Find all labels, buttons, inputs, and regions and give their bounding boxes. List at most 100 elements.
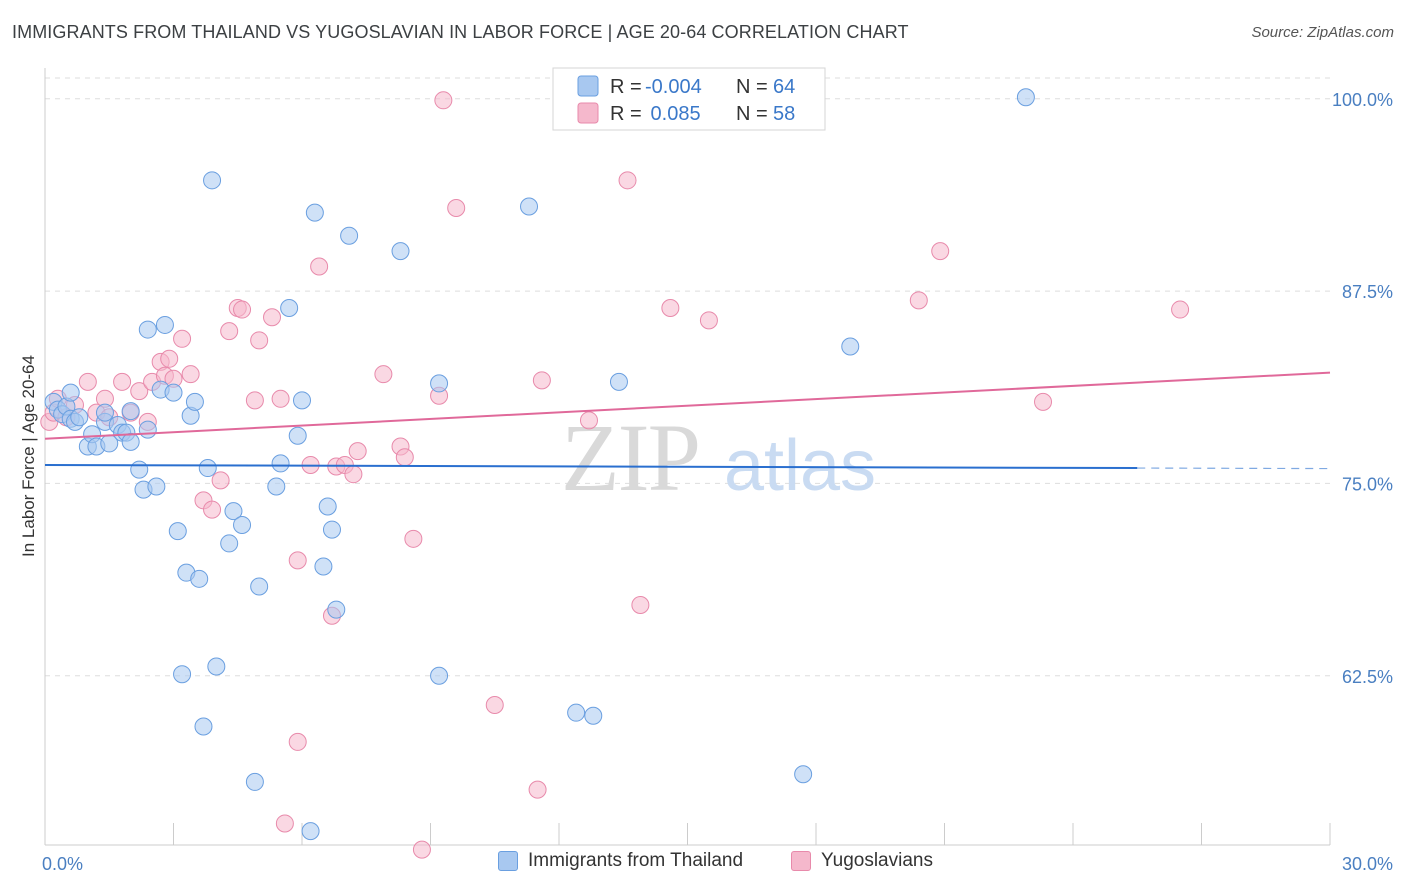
bottom-legend-label-thailand: Immigrants from Thailand (528, 850, 744, 871)
point-thailand (130, 460, 149, 479)
point-yugoslavian (699, 311, 718, 330)
point-yugoslavian (78, 372, 97, 391)
point-thailand (185, 392, 204, 411)
point-thailand (173, 665, 192, 684)
point-yugoslavian (412, 840, 431, 859)
point-thailand (271, 454, 290, 473)
y-tick-label: 62.5% (1342, 667, 1393, 687)
data-points (40, 88, 1190, 859)
legend-r-label-thailand: R = (610, 76, 642, 98)
point-thailand (198, 459, 217, 478)
point-thailand (305, 203, 324, 222)
point-thailand (70, 408, 89, 427)
legend-r-value-yugoslavians: 0.085 (645, 103, 701, 125)
point-thailand (220, 534, 239, 553)
point-yugoslavian (528, 780, 547, 799)
point-yugoslavian (395, 448, 414, 467)
point-thailand (609, 372, 628, 391)
point-thailand (155, 315, 174, 334)
point-thailand (267, 477, 286, 496)
point-thailand (301, 822, 320, 841)
point-thailand (327, 600, 346, 619)
bottom-legend-item-yugoslavians: Yugoslavians (791, 850, 933, 872)
point-thailand (147, 477, 166, 496)
point-thailand (318, 497, 337, 516)
bottom-legend-swatch-thailand (498, 851, 518, 871)
point-yugoslavian (263, 308, 282, 327)
point-yugoslavian (532, 371, 551, 390)
point-yugoslavian (310, 257, 329, 276)
legend-n-label-thailand: N = (736, 76, 768, 98)
point-yugoslavian (661, 299, 680, 318)
point-yugoslavian (130, 382, 149, 401)
point-thailand (138, 420, 157, 439)
point-thailand (314, 557, 333, 576)
point-thailand (138, 320, 157, 339)
point-yugoslavian (485, 695, 504, 714)
point-thailand (61, 383, 80, 402)
trend-line-yugoslavians (44, 371, 1331, 440)
point-thailand (1016, 88, 1035, 107)
point-yugoslavian (173, 329, 192, 348)
point-yugoslavian (275, 814, 294, 833)
point-thailand (194, 717, 213, 736)
trend-line-thailand (44, 463, 1138, 470)
point-thailand (233, 515, 252, 534)
watermark: ZIP atlas (561, 404, 876, 511)
bottom-legend-label-yugoslavians: Yugoslavians (821, 850, 933, 871)
point-thailand (250, 577, 269, 596)
trend-lines (44, 371, 1331, 470)
point-thailand (567, 703, 586, 722)
legend-r-value-thailand: -0.004 (645, 76, 702, 98)
point-yugoslavian (631, 595, 650, 614)
legend-n-label-yugoslavians: N = (736, 103, 768, 125)
point-thailand (794, 765, 813, 784)
point-yugoslavian (374, 365, 393, 384)
y-tick-labels: 100.0% 87.5% 75.0% 62.5% (1332, 90, 1393, 687)
point-yugoslavian (404, 529, 423, 548)
source-credit: Source: ZipAtlas.com (1251, 24, 1394, 41)
legend-swatch-thailand (577, 75, 599, 97)
point-thailand (340, 226, 359, 245)
point-thailand (121, 402, 140, 421)
point-thailand (245, 772, 264, 791)
y-tick-label: 100.0% (1332, 90, 1393, 110)
x-tick-label: 0.0% (42, 854, 83, 874)
point-thailand (430, 666, 449, 685)
point-yugoslavian (160, 349, 179, 368)
point-thailand (430, 374, 449, 393)
bottom-legend: Immigrants from Thailand Yugoslavians (0, 850, 1406, 880)
point-yugoslavian (245, 391, 264, 410)
point-thailand (288, 426, 307, 445)
point-yugoslavian (113, 372, 132, 391)
point-yugoslavian (1034, 392, 1053, 411)
axes (44, 68, 1331, 846)
point-thailand (203, 171, 222, 190)
point-yugoslavian (181, 365, 200, 384)
point-yugoslavian (618, 171, 637, 190)
point-thailand (168, 522, 187, 541)
point-thailand (293, 391, 311, 410)
legend-n-value-yugoslavians: 58 (773, 103, 795, 125)
point-thailand (164, 383, 183, 402)
legend-n-value-thailand: 64 (773, 76, 795, 98)
point-thailand (520, 197, 539, 216)
point-thailand (322, 520, 341, 539)
point-thailand (841, 337, 860, 356)
point-yugoslavian (288, 732, 307, 751)
point-yugoslavian (344, 465, 363, 484)
y-tick-label: 87.5% (1342, 282, 1393, 302)
point-thailand (207, 657, 226, 676)
gridlines (45, 77, 1330, 677)
point-yugoslavian (250, 331, 269, 350)
legend-r-label-yugoslavians: R = (610, 103, 642, 125)
trend-line-thailand-extension (1137, 467, 1331, 470)
point-thailand (190, 569, 209, 588)
point-thailand (584, 706, 603, 725)
x-tick-label: 30.0% (1342, 854, 1393, 874)
point-yugoslavian (348, 442, 367, 461)
point-yugoslavian (931, 242, 950, 261)
point-thailand (280, 299, 299, 318)
y-tick-label: 75.0% (1342, 474, 1393, 494)
point-thailand (224, 502, 243, 521)
